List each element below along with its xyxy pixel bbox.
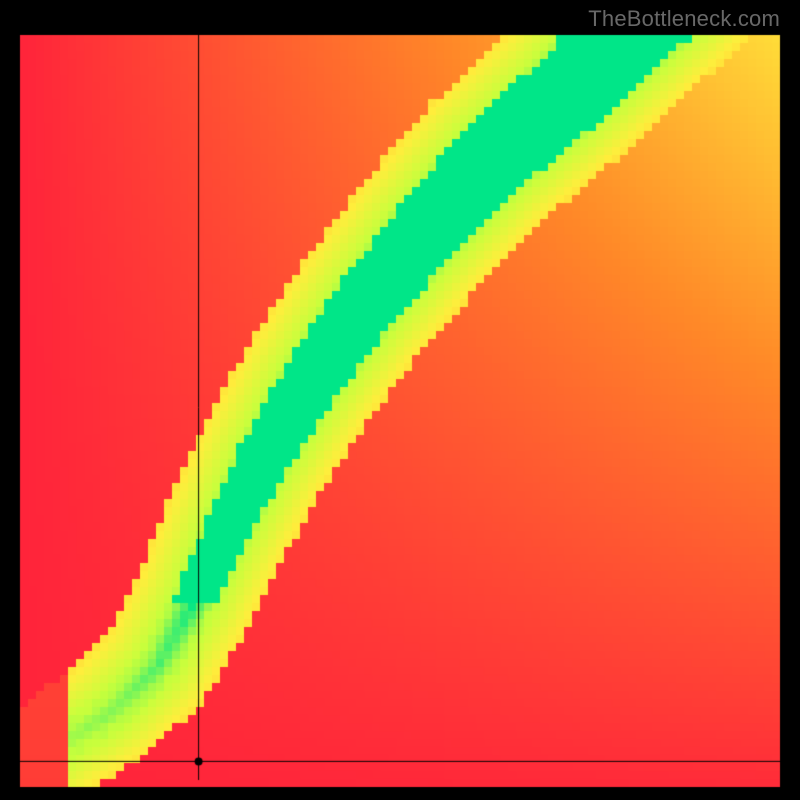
watermark-text: TheBottleneck.com: [588, 6, 780, 32]
chart-root: TheBottleneck.com: [0, 0, 800, 800]
heatmap-canvas: [0, 0, 800, 800]
